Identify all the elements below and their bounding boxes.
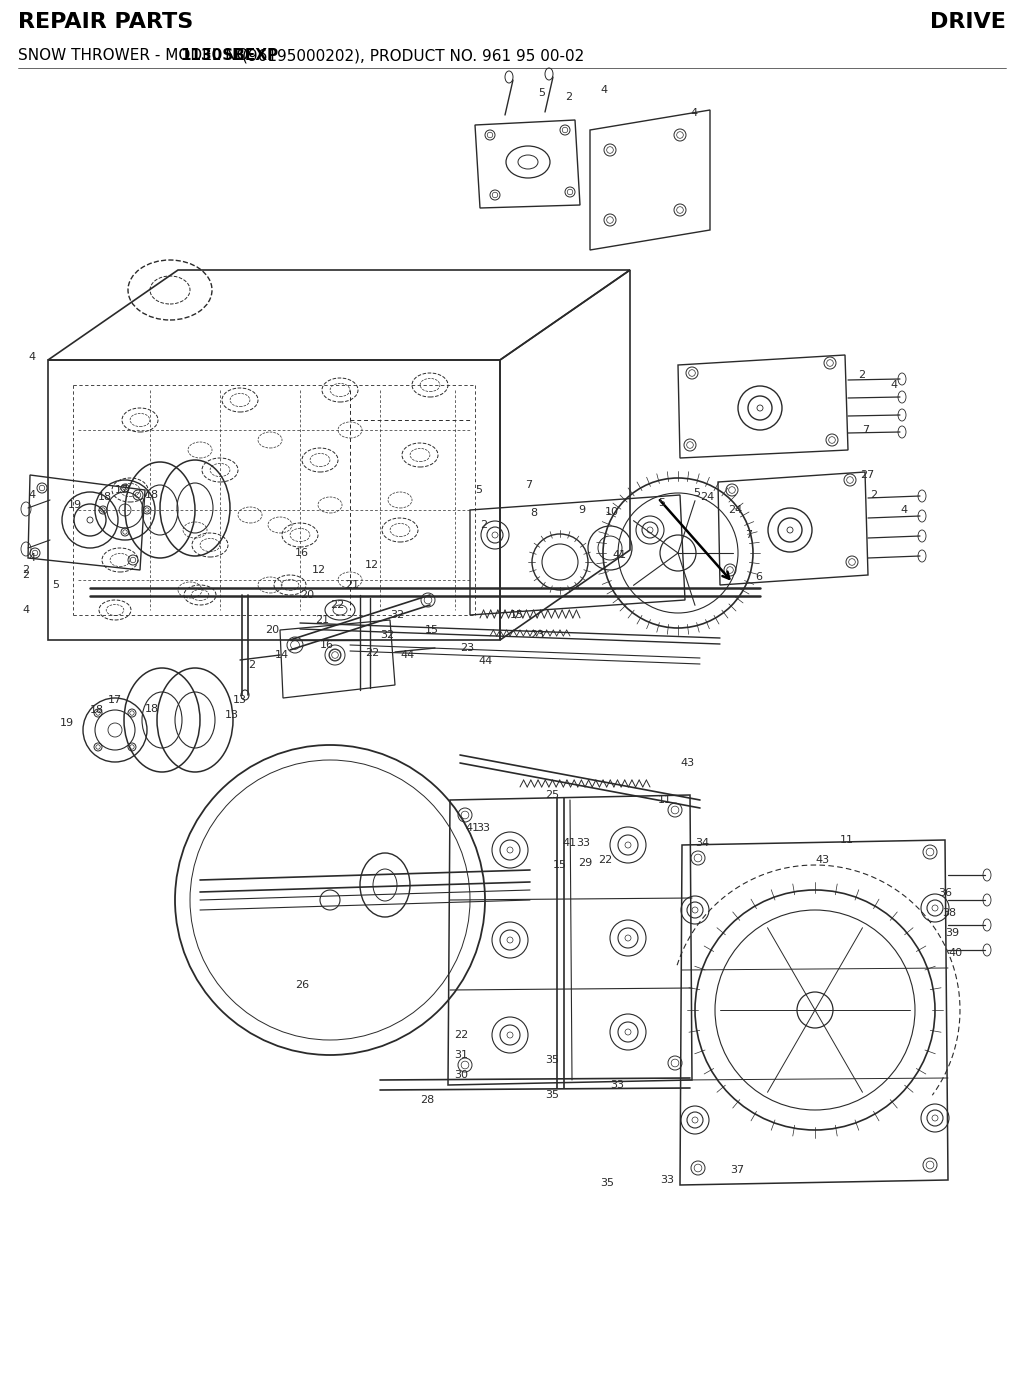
Text: 41: 41 <box>562 838 577 848</box>
Text: 2: 2 <box>858 370 865 380</box>
Text: 16: 16 <box>319 639 334 650</box>
Text: 17: 17 <box>108 695 122 704</box>
Text: 18: 18 <box>145 704 159 714</box>
Text: 16: 16 <box>295 548 309 558</box>
Text: 43: 43 <box>680 758 694 768</box>
Text: 5: 5 <box>538 88 545 98</box>
Text: 31: 31 <box>454 1050 468 1061</box>
Text: 11: 11 <box>658 795 672 805</box>
Text: 2: 2 <box>565 93 572 102</box>
Text: 13: 13 <box>233 695 247 704</box>
Text: 1130SBEXP: 1130SBEXP <box>180 48 279 64</box>
Text: 2: 2 <box>22 570 29 580</box>
Text: 19: 19 <box>60 718 74 728</box>
Text: 2: 2 <box>22 565 29 574</box>
Text: 9: 9 <box>578 505 585 515</box>
Text: (96195000202), PRODUCT NO. 961 95 00-02: (96195000202), PRODUCT NO. 961 95 00-02 <box>242 48 584 64</box>
Text: 30: 30 <box>454 1070 468 1080</box>
Text: 5: 5 <box>52 580 59 590</box>
Text: 8: 8 <box>530 508 538 518</box>
Text: REPAIR PARTS: REPAIR PARTS <box>18 12 194 32</box>
Text: 40: 40 <box>948 947 963 958</box>
Text: 25: 25 <box>545 790 559 800</box>
Text: 32: 32 <box>380 630 394 639</box>
Text: 5: 5 <box>475 485 482 494</box>
Text: 35: 35 <box>545 1090 559 1101</box>
Text: 22: 22 <box>598 855 612 865</box>
Text: 4: 4 <box>28 552 35 563</box>
Text: SNOW THROWER - MODEL NO.: SNOW THROWER - MODEL NO. <box>18 48 258 64</box>
Text: 18: 18 <box>145 490 159 500</box>
Text: 2: 2 <box>248 660 255 670</box>
Text: 33: 33 <box>660 1175 674 1185</box>
Text: 4: 4 <box>28 490 35 500</box>
Text: 20: 20 <box>300 590 314 599</box>
Text: 6: 6 <box>755 572 762 581</box>
Text: 39: 39 <box>945 928 959 938</box>
Text: 15: 15 <box>553 860 567 870</box>
Text: 26: 26 <box>295 981 309 990</box>
Text: 35: 35 <box>600 1178 614 1188</box>
Text: 14: 14 <box>275 650 289 660</box>
Text: 21: 21 <box>345 580 359 590</box>
Text: 44: 44 <box>478 656 493 666</box>
Text: 11: 11 <box>840 836 854 845</box>
Text: 35: 35 <box>545 1055 559 1065</box>
Text: 4: 4 <box>890 380 897 389</box>
Text: 19: 19 <box>68 500 82 510</box>
Text: 37: 37 <box>730 1166 744 1175</box>
Text: 24: 24 <box>728 505 742 515</box>
Text: 12: 12 <box>365 561 379 570</box>
Text: 28: 28 <box>420 1095 434 1105</box>
Text: 33: 33 <box>610 1080 624 1090</box>
Text: 5: 5 <box>693 487 700 499</box>
Text: 24: 24 <box>700 492 715 503</box>
Text: 2: 2 <box>480 521 487 530</box>
Text: 32: 32 <box>390 610 404 620</box>
Text: 23: 23 <box>530 630 544 639</box>
Text: 33: 33 <box>476 823 490 833</box>
Text: 27: 27 <box>860 470 874 481</box>
Text: 7: 7 <box>745 530 752 540</box>
Text: 23: 23 <box>460 644 474 653</box>
Text: 43: 43 <box>815 855 829 865</box>
Text: 4: 4 <box>28 352 35 362</box>
Text: 33: 33 <box>575 838 590 848</box>
Text: 21: 21 <box>315 615 329 626</box>
Text: 15: 15 <box>510 610 524 620</box>
Text: 18: 18 <box>90 704 104 715</box>
Text: 4: 4 <box>690 108 697 117</box>
Text: 17: 17 <box>115 485 129 494</box>
Text: 22: 22 <box>365 648 379 657</box>
Text: 7: 7 <box>525 481 532 490</box>
Text: 29: 29 <box>578 858 592 869</box>
Text: 41: 41 <box>465 823 479 833</box>
Text: 34: 34 <box>695 838 710 848</box>
Text: 18: 18 <box>98 492 112 503</box>
Text: 4: 4 <box>22 605 29 615</box>
Text: 36: 36 <box>938 888 952 898</box>
Text: 38: 38 <box>942 907 956 918</box>
Text: 2: 2 <box>870 490 878 500</box>
Text: 15: 15 <box>425 626 439 635</box>
Text: 4: 4 <box>900 505 907 515</box>
Text: 10: 10 <box>605 507 618 516</box>
Text: 22: 22 <box>330 599 344 610</box>
Text: 41: 41 <box>612 550 626 561</box>
Text: DRIVE: DRIVE <box>930 12 1006 32</box>
Text: 12: 12 <box>312 565 326 574</box>
Text: 44: 44 <box>400 650 415 660</box>
Text: 5: 5 <box>658 499 665 508</box>
Text: 20: 20 <box>265 626 280 635</box>
Text: 13: 13 <box>225 710 239 720</box>
Text: 22: 22 <box>454 1030 468 1040</box>
Text: 4: 4 <box>600 86 607 95</box>
Text: 7: 7 <box>862 425 869 435</box>
